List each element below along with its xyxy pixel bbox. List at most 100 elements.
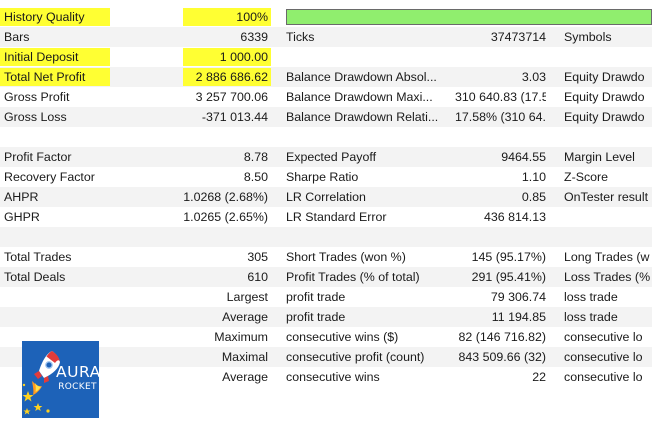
cell-c1: Total Trades — [4, 250, 72, 264]
cell-c3: Sharpe Ratio — [286, 170, 359, 184]
history-quality-bar — [286, 9, 652, 25]
cell-c1: GHPR — [4, 210, 40, 224]
report-row: Maximal consecutive profit (count) 843 509… — [0, 347, 652, 367]
cell-c2: Average — [222, 370, 268, 384]
report-row: Total Deals 610 Profit Trades (% of total)… — [0, 267, 652, 287]
rocket-icon — [22, 351, 60, 415]
cell-c2: 8.78 — [243, 150, 268, 164]
report-row — [0, 227, 652, 247]
cell-c5: Z-Score — [564, 170, 609, 184]
cell-c3: Ticks — [286, 30, 315, 44]
report-row: Maximum consecutive wins ($) 82 (146 716.8… — [0, 327, 652, 347]
cell-c3 — [286, 227, 454, 247]
cell-c5: Equity Drawdo — [564, 110, 645, 124]
report-row: GHPR 1.0265 (2.65%) LR Standard Error 436 8… — [0, 207, 652, 227]
cell-c1: Initial Deposit — [4, 50, 79, 64]
cell-c5 — [564, 47, 652, 67]
report-row: Profit Factor 8.78 Expected Payoff 9464.55 M… — [0, 147, 652, 167]
cell-c1 — [4, 307, 144, 327]
label-highlight — [0, 8, 110, 26]
cell-c5 — [564, 7, 652, 27]
cell-c3: LR Correlation — [286, 190, 366, 204]
cell-c4: 17.58% (310 64... — [455, 110, 546, 124]
cell-c4: 291 (95.41%) — [471, 270, 546, 284]
cell-c2: 2 886 686.62 — [195, 70, 268, 84]
report-row — [0, 127, 652, 147]
report-row: Average consecutive wins 22 consecutive lo — [0, 367, 652, 387]
cell-c4: 37473714 — [490, 30, 546, 44]
cell-c3: Balance Drawdown Absol... — [286, 70, 437, 84]
history-quality-bar-fill — [287, 10, 651, 24]
cell-c5: consecutive lo — [564, 370, 643, 384]
cell-c4: 9464.55 — [501, 150, 546, 164]
cell-c2: 1.0265 (2.65%) — [183, 210, 268, 224]
cell-c3: Balance Drawdown Maxi... — [286, 90, 433, 104]
aura-rocket-logo: AURA ROCKET — [22, 341, 99, 418]
logo-word-rocket: ROCKET — [58, 382, 97, 392]
cell-c1: Profit Factor — [4, 150, 72, 164]
cell-c5: Loss Trades (% — [564, 270, 651, 284]
report-row: Gross Profit 3 257 700.06 Balance Drawdown… — [0, 87, 652, 107]
label-highlight — [0, 68, 110, 86]
cell-c1: Gross Loss — [4, 110, 67, 124]
cell-c3 — [286, 7, 454, 27]
cell-c4: 1.10 — [521, 170, 546, 184]
cell-c2: 6339 — [240, 30, 268, 44]
cell-c1: AHPR — [4, 190, 39, 204]
cell-c3: consecutive wins — [286, 370, 380, 384]
cell-c2 — [146, 227, 268, 247]
cell-c1 — [4, 287, 144, 307]
report-row: Recovery Factor 8.50 Sharpe Ratio 1.10 Z-Sco… — [0, 167, 652, 187]
cell-c2: Average — [222, 310, 268, 324]
cell-c4: 145 (95.17%) — [471, 250, 546, 264]
cell-c3: profit trade — [286, 310, 346, 324]
cell-c1: Total Net Profit — [4, 70, 86, 84]
cell-c2: 3 257 700.06 — [195, 90, 268, 104]
label-highlight — [0, 48, 110, 66]
cell-c2: Largest — [226, 290, 268, 304]
cell-c5: OnTester result — [564, 190, 649, 204]
cell-c4: 79 306.74 — [490, 290, 546, 304]
cell-c1 — [4, 227, 144, 247]
cell-c5: loss trade — [564, 310, 618, 324]
cell-c2: -371 013.44 — [201, 110, 268, 124]
cell-c3: Balance Drawdown Relati... — [286, 110, 439, 124]
cell-c5: Long Trades (w — [564, 250, 650, 264]
cell-c2 — [146, 127, 268, 147]
cell-c5: Equity Drawdo — [564, 70, 645, 84]
cell-c2: 8.50 — [243, 170, 268, 184]
cell-c3 — [286, 127, 454, 147]
report-row: Bars 6339 Ticks 37473714 Symbols — [0, 27, 652, 47]
cell-c2: Maximal — [221, 350, 268, 364]
cell-c3: Expected Payoff — [286, 150, 377, 164]
cell-c1: Recovery Factor — [4, 170, 95, 184]
cell-c3 — [286, 47, 454, 67]
report-row: Total Trades 305 Short Trades (won %) 145 (… — [0, 247, 652, 267]
cell-c3: Short Trades (won %) — [286, 250, 406, 264]
cell-c2: 610 — [247, 270, 268, 284]
cell-c1 — [4, 127, 144, 147]
cell-c2: 100% — [236, 10, 268, 24]
cell-c4 — [455, 127, 546, 147]
cell-c3: consecutive wins ($) — [286, 330, 399, 344]
cell-c5 — [564, 227, 652, 247]
cell-c2: 1.0268 (2.68%) — [183, 190, 268, 204]
cell-c3: Profit Trades (% of total) — [286, 270, 420, 284]
cell-c4 — [455, 227, 546, 247]
cell-c1: Total Deals — [4, 270, 66, 284]
cell-c3: LR Standard Error — [286, 210, 387, 224]
cell-c3: profit trade — [286, 290, 346, 304]
cell-c4: 436 814.13 — [483, 210, 546, 224]
value-highlight — [183, 68, 271, 86]
cell-c5: Margin Level — [564, 150, 635, 164]
cell-c4: 310 640.83 (17.5... — [455, 90, 546, 104]
cell-c5: consecutive lo — [564, 330, 643, 344]
cell-c5: Symbols — [564, 30, 612, 44]
cell-c5: loss trade — [564, 290, 618, 304]
cell-c4 — [455, 7, 546, 27]
cell-c2: Maximum — [214, 330, 268, 344]
cell-c1: Bars — [4, 30, 30, 44]
value-highlight — [183, 48, 271, 66]
cell-c1: History Quality — [4, 10, 85, 24]
